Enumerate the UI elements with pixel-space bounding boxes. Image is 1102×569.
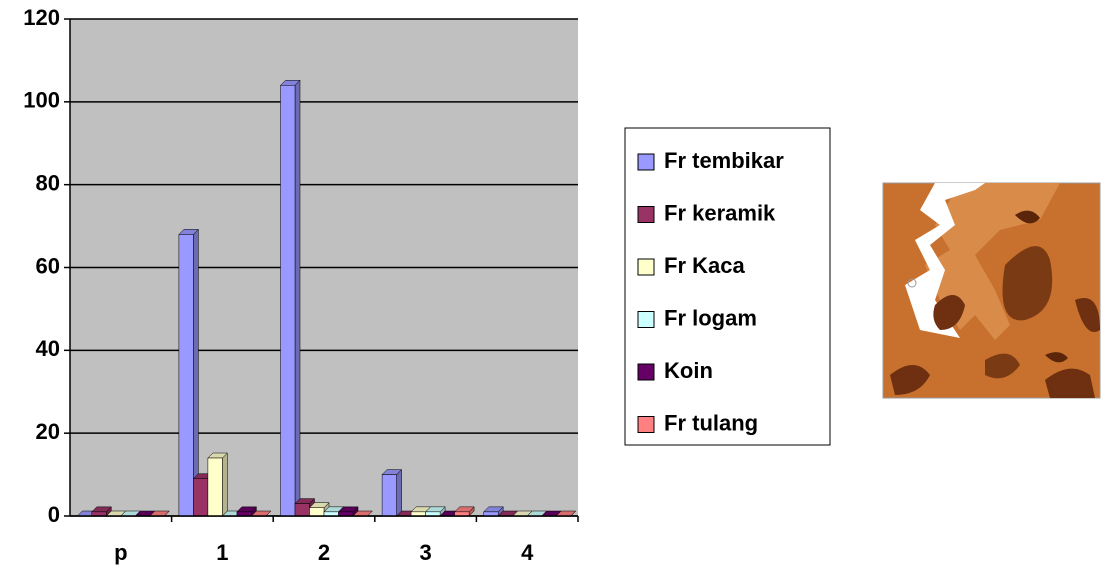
x-tick-label: p — [114, 540, 127, 565]
bar-side — [397, 470, 402, 516]
bar — [208, 458, 223, 516]
page: Fr tembikar Fr keramik Fr Kaca Fr logam Koin… — [0, 0, 1102, 569]
y-tick-label: 60 — [36, 253, 60, 278]
legend-swatch — [638, 154, 654, 170]
bar — [193, 479, 208, 516]
decorative-image — [883, 183, 1100, 398]
x-tick-label: 1 — [216, 540, 228, 565]
bar — [281, 85, 296, 516]
legend-swatch — [638, 417, 654, 433]
legend-label: Fr logam — [664, 305, 757, 330]
legend-label: Fr tembikar — [664, 148, 784, 173]
legend — [625, 128, 830, 445]
bar-side — [193, 229, 198, 516]
y-tick-label: 20 — [36, 419, 60, 444]
x-tick-label: 3 — [419, 540, 431, 565]
x-tick-label: 2 — [318, 540, 330, 565]
bar-side — [222, 453, 227, 516]
y-tick-label: 0 — [48, 502, 60, 527]
chart: Fr tembikar Fr keramik Fr Kaca Fr logam Koin… — [0, 0, 1102, 569]
x-tick-label: 4 — [521, 540, 534, 565]
legend-swatch — [638, 312, 654, 328]
y-tick-label: 80 — [36, 170, 60, 195]
legend-label: Fr tulang — [664, 410, 758, 435]
bar — [179, 234, 194, 516]
y-tick-label: 100 — [23, 88, 60, 113]
y-tick-label: 120 — [23, 5, 60, 30]
legend-swatch — [638, 259, 654, 275]
legend-swatch — [638, 364, 654, 380]
y-tick-label: 40 — [36, 336, 60, 361]
bar-side — [295, 80, 300, 516]
legend-label: Fr Kaca — [664, 253, 745, 278]
bar — [310, 508, 325, 516]
legend-swatch — [638, 207, 654, 223]
bar — [382, 475, 397, 516]
legend-label: Koin — [664, 358, 713, 383]
bar — [295, 504, 310, 516]
legend-label: Fr keramik — [664, 200, 776, 225]
